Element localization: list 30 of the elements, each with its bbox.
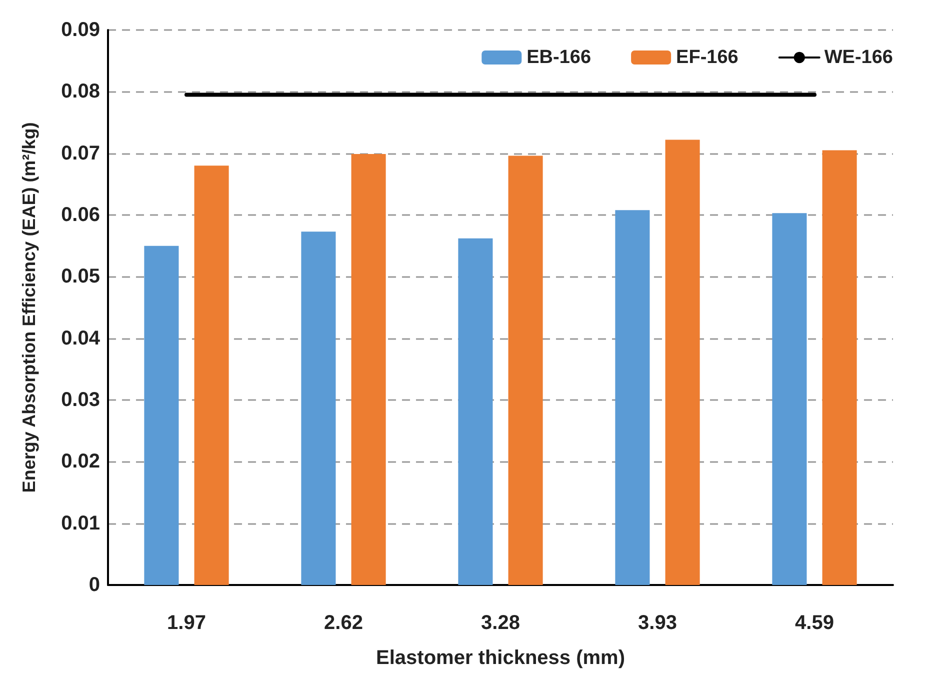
bar [615, 210, 650, 585]
x-tick-label: 2.62 [324, 612, 363, 634]
x-tick-label: 3.93 [638, 612, 677, 634]
bar [351, 154, 386, 585]
bar [301, 232, 336, 585]
y-tick-label: 0.08 [61, 80, 100, 103]
y-axis-title: Energy Absorption Efficiency (EAE) (m²/kg) [19, 122, 39, 493]
y-tick-label: 0.07 [61, 142, 100, 164]
bar [772, 213, 807, 585]
y-tick-label: 0.06 [61, 204, 100, 226]
legend-label: WE-166 [824, 47, 894, 68]
y-tick-label: 0.05 [61, 266, 100, 288]
legend-label: EB-166 [526, 47, 592, 68]
bar [508, 156, 543, 585]
bar [144, 246, 179, 585]
x-tick-label: 3.28 [481, 612, 520, 634]
y-tick-label: 0.09 [61, 19, 100, 41]
y-tick-label: 0.04 [61, 327, 101, 350]
y-tick-label: 0.02 [61, 450, 100, 473]
y-tick-label: 0.01 [61, 512, 100, 534]
bar [458, 238, 493, 585]
x-tick-label: 4.59 [795, 612, 834, 634]
x-axis-title: Elastomer thickness (mm) [376, 647, 625, 669]
y-tick-label: 0 [88, 574, 100, 596]
bar [194, 166, 229, 585]
legend-label: EF-166 [676, 47, 738, 68]
y-tick-label: 0.03 [61, 389, 100, 411]
bar [822, 150, 857, 585]
bar [665, 140, 700, 585]
x-tick-label: 1.97 [167, 612, 206, 634]
